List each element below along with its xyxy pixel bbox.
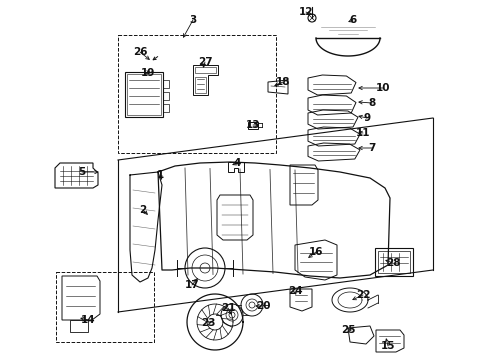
Bar [195, 67, 216, 73]
Text: 22: 22 [356, 290, 370, 300]
Text: 18: 18 [276, 77, 290, 87]
Text: 14: 14 [81, 315, 96, 325]
Bar [56, 272, 154, 342]
Bar [163, 92, 169, 100]
Text: 15: 15 [381, 341, 395, 351]
Text: 3: 3 [189, 15, 196, 25]
Bar [195, 77, 206, 93]
Text: 13: 13 [246, 120, 260, 130]
Bar [163, 80, 169, 88]
Bar [125, 72, 163, 117]
Bar [378, 251, 410, 273]
Text: 8: 8 [368, 98, 376, 108]
Text: 1: 1 [156, 170, 164, 180]
Text: 4: 4 [233, 158, 241, 168]
Text: 7: 7 [368, 143, 376, 153]
Text: 24: 24 [288, 286, 302, 296]
Text: 23: 23 [201, 318, 215, 328]
Text: 11: 11 [356, 128, 370, 138]
Text: 27: 27 [197, 57, 212, 67]
Text: 12: 12 [299, 7, 313, 17]
Bar [163, 104, 169, 112]
Text: 16: 16 [309, 247, 323, 257]
Text: 9: 9 [364, 113, 370, 123]
Text: 19: 19 [141, 68, 155, 78]
Text: 20: 20 [256, 301, 270, 311]
Text: 25: 25 [341, 325, 355, 335]
Text: 17: 17 [185, 280, 199, 290]
Bar [70, 320, 88, 332]
Text: 21: 21 [221, 303, 235, 313]
Bar [375, 248, 413, 276]
Text: 2: 2 [139, 205, 147, 215]
Bar [127, 74, 161, 115]
Text: 5: 5 [78, 167, 86, 177]
Bar [118, 35, 276, 153]
Text: 6: 6 [349, 15, 357, 25]
Bar [248, 122, 258, 129]
Text: 28: 28 [386, 258, 400, 268]
Text: 26: 26 [133, 47, 147, 57]
Text: 10: 10 [376, 83, 390, 93]
